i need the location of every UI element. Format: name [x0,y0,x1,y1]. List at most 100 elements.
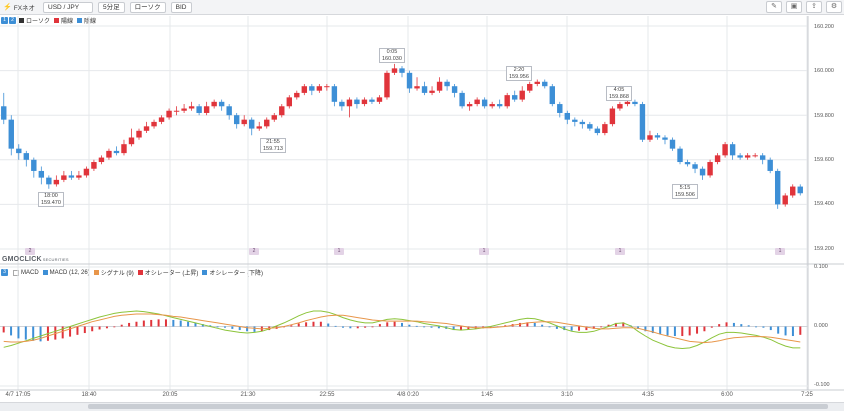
oscillator-bar [725,322,728,327]
price-tick-label: 159.600 [814,157,834,163]
scroll-thumb[interactable] [88,404,828,409]
bull-candle [256,126,262,129]
bear-candle [23,153,30,160]
oscillator-bar [393,321,396,327]
oscillator-bar [54,326,57,340]
oscillator-bar [364,326,367,328]
oscillator-bar [334,325,337,327]
oscillator-bar [747,325,750,327]
chart-style-select[interactable]: ローソク [129,1,166,13]
oscillator-bar [113,326,116,328]
session-marker[interactable]: 2 [25,248,35,255]
oscillator-bar [696,326,699,334]
oscillator-bar [673,326,676,337]
bull-candle [790,186,796,196]
oscillator-bar [659,326,662,335]
legend-label-osc-up: オシレーター (上昇) [144,271,199,277]
bear-candle [774,170,781,205]
session-marker[interactable]: 1 [775,248,785,255]
bear-candle [233,115,240,125]
chart-scrollbar[interactable] [0,402,844,411]
bear-candle [113,150,120,154]
legend-label-osc-down: オシレーター (下降) [209,271,264,277]
bull-candle [436,81,443,91]
oscillator-bar [69,326,72,337]
bull-candle [128,137,135,145]
bull-candle [143,126,150,131]
oscillator-bar [201,324,204,327]
bear-candle [339,101,345,107]
session-marker[interactable]: 1 [479,248,489,255]
candle-swatch [19,18,24,23]
oscillator-bar [378,324,381,327]
oscillator-bar [76,326,79,335]
chart-toolbar: ⚡ FXネオ USD / JPY 5分足 ローソク BID ✎ ▣ ⇪ ⚙ [0,0,844,15]
legend-item-osc-down: オシレーター (下降) [198,268,263,277]
bear-candle [1,106,7,120]
timeframe-select[interactable]: 5分足 [98,1,125,13]
price-side-select[interactable]: BID [170,1,192,13]
bull-candle [271,115,277,120]
logo-text: GMOCLICK [2,256,42,263]
bull-candle [98,157,105,163]
bear-candle [399,68,405,73]
oscillator-bar [172,319,175,327]
bull-candle [474,99,480,105]
legend-label-macd: MACD [21,269,39,276]
oscillator-bar [312,321,315,327]
oscillator-bar [570,326,573,331]
oscillator-bar [614,322,617,327]
legend-label-signal: シグナル (9) [100,271,134,277]
image-save-icon[interactable]: ▣ [786,1,802,13]
settings-icon[interactable]: ⚙ [826,1,842,13]
macd-line [3,310,801,350]
legend-badge-3[interactable]: 3 [1,269,8,276]
bear-candle [451,86,458,93]
oscillator-bar [666,326,669,336]
bull-candle [166,110,172,118]
chart-canvas[interactable] [0,0,844,402]
price-legend: 1 2 ローソク 陽線 陰線 [1,16,96,25]
oscillator-bar [541,324,544,327]
bear-candle [677,148,683,163]
down-swatch [77,18,83,23]
oscillator-bar [371,326,374,328]
bear-candle [579,121,586,125]
bull-candle [61,175,67,180]
session-marker[interactable]: 1 [615,248,625,255]
legend-badge-1[interactable]: 1 [1,17,8,24]
low-callout: 5:15 159.506 [672,184,698,199]
session-marker[interactable]: 1 [334,248,344,255]
bear-candle [369,99,375,102]
oscillator-bar [681,326,684,337]
export-icon[interactable]: ⇪ [806,1,822,13]
bull-candle [534,81,540,84]
app-brand: ⚡ FXネオ [3,2,35,12]
time-tick-label: 4/7 17:05 [5,392,31,398]
logo-subtext: SECURITIES [42,257,69,262]
legend-badge-2[interactable]: 2 [9,17,16,24]
session-marker[interactable]: 2 [249,248,259,255]
oscillator-bar [467,326,470,330]
oscillator-bar [253,326,256,332]
oscillator-bar [187,321,190,327]
bear-candle [459,92,465,107]
oscillator-bar [437,326,440,329]
oscillator-bar [585,326,588,331]
bear-candle [692,164,698,169]
currency-pair-select[interactable]: USD / JPY [43,1,94,13]
bear-candle [8,119,14,149]
bull-candle [241,119,247,125]
legend-item-osc-up: オシレーター (上昇) [134,268,199,277]
oscillator-bar [142,320,145,327]
oscillator-bar [415,325,418,327]
bull-candle [294,92,300,98]
oscillator-bar [762,326,765,328]
bull-candle [489,104,495,107]
draw-tool-icon[interactable]: ✎ [766,1,782,13]
oscillator-bar [98,326,101,330]
macd-tick-label: -0.100 [814,382,830,388]
oscillator-bar [349,326,352,329]
bear-candle [46,177,52,185]
bull-candle [346,99,353,107]
